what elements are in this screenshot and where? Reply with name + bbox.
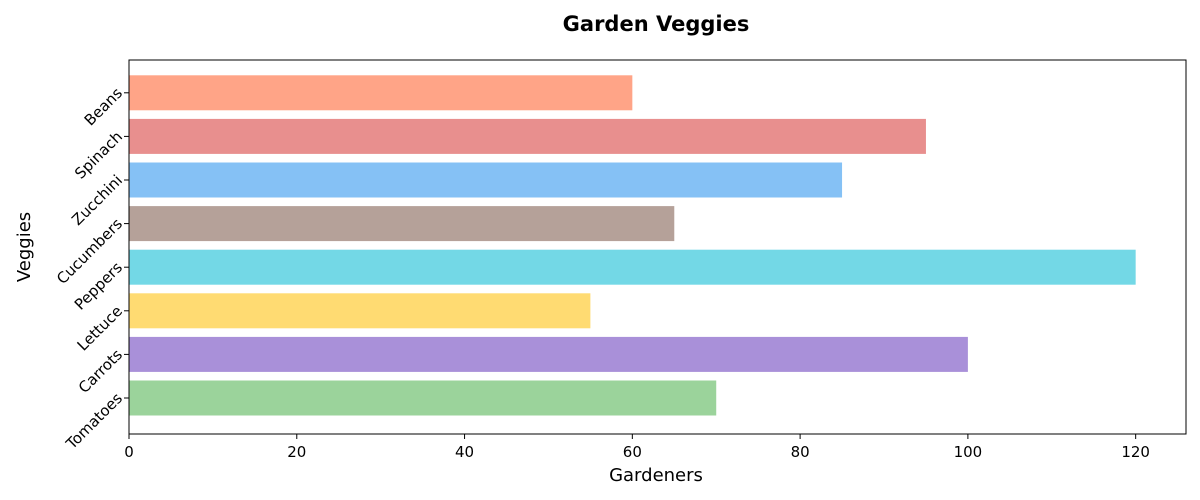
y-tick-label-spinach: Spinach — [71, 128, 126, 183]
x-tick-label: 80 — [791, 443, 810, 461]
y-axis-label: Veggies — [14, 212, 35, 282]
x-tick-label: 100 — [954, 443, 983, 461]
bar-tomatoes — [129, 380, 717, 416]
chart-title: Garden Veggies — [563, 12, 750, 36]
y-axis: TomatoesCarrotsLettucePeppersCucumbersZu… — [53, 84, 129, 453]
x-tick-label: 120 — [1121, 443, 1150, 461]
bars-layer — [129, 75, 1136, 416]
bar-carrots — [129, 336, 968, 372]
bar-peppers — [129, 249, 1136, 285]
x-tick-label: 20 — [287, 443, 306, 461]
bar-zucchini — [129, 162, 843, 198]
bar-spinach — [129, 118, 926, 154]
x-axis-label: Gardeners — [609, 465, 703, 486]
bar-beans — [129, 75, 633, 111]
plot-frame — [128, 59, 1187, 435]
x-tick-label: 60 — [623, 443, 642, 461]
y-tick-label-tomatoes: Tomatoes — [62, 389, 126, 453]
y-tick-label-beans: Beans — [81, 84, 126, 129]
y-tick-label-carrots: Carrots — [75, 346, 126, 397]
bar-cucumbers — [129, 206, 675, 242]
x-axis: 0 20 40 60 80 100 120 — [124, 434, 1150, 461]
x-tick-label: 40 — [455, 443, 474, 461]
bar-lettuce — [129, 293, 591, 329]
x-tick-label: 0 — [124, 443, 134, 461]
